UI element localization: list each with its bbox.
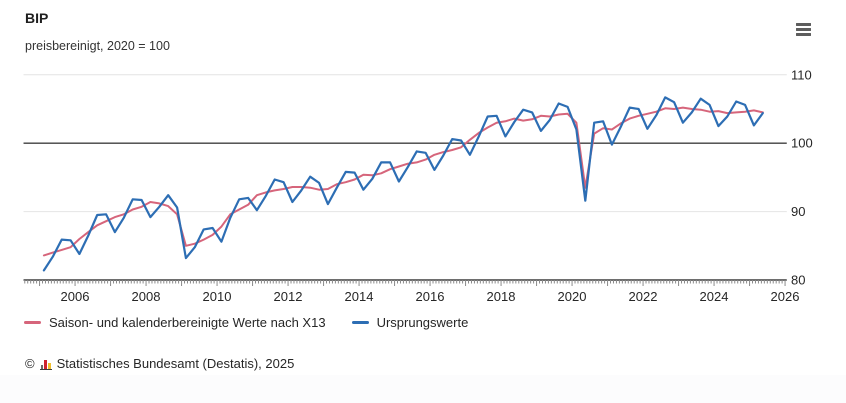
chart-subtitle: preisbereinigt, 2020 = 100 xyxy=(25,39,170,53)
svg-text:2010: 2010 xyxy=(203,289,232,304)
destatis-logo-icon xyxy=(39,358,52,370)
svg-text:2024: 2024 xyxy=(700,289,729,304)
svg-text:2026: 2026 xyxy=(771,289,800,304)
svg-text:2008: 2008 xyxy=(132,289,161,304)
svg-text:100: 100 xyxy=(791,136,813,151)
adjusted-series-swatch xyxy=(24,321,41,324)
svg-text:2020: 2020 xyxy=(558,289,587,304)
chart-title: BIP xyxy=(25,10,49,26)
source-line: © Statistisches Bundesamt (Destatis), 20… xyxy=(25,356,294,371)
svg-text:2012: 2012 xyxy=(274,289,303,304)
svg-text:80: 80 xyxy=(791,273,805,288)
hamburger-menu-icon xyxy=(796,33,811,36)
hamburger-menu-icon xyxy=(796,28,811,31)
source-text: Statistisches Bundesamt (Destatis), 2025 xyxy=(56,356,295,371)
hamburger-menu-icon xyxy=(796,23,811,26)
svg-text:90: 90 xyxy=(791,204,805,219)
svg-text:2006: 2006 xyxy=(61,289,90,304)
legend-item-original[interactable]: Ursprungswerte xyxy=(351,315,469,330)
svg-text:2018: 2018 xyxy=(487,289,516,304)
svg-text:2014: 2014 xyxy=(345,289,374,304)
svg-text:2016: 2016 xyxy=(416,289,445,304)
chart-legend: Saison- und kalenderbereinigte Werte nac… xyxy=(24,315,468,330)
svg-text:2022: 2022 xyxy=(629,289,658,304)
legend-label-adjusted: Saison- und kalenderbereinigte Werte nac… xyxy=(49,315,326,330)
legend-label-original: Ursprungswerte xyxy=(376,315,469,330)
legend-item-adjusted[interactable]: Saison- und kalenderbereinigte Werte nac… xyxy=(24,315,326,330)
svg-text:110: 110 xyxy=(791,67,812,82)
copyright-symbol: © xyxy=(25,356,35,371)
original-series-swatch xyxy=(351,321,369,324)
page-background-band xyxy=(0,375,846,403)
chart-menu-button[interactable] xyxy=(796,23,812,39)
